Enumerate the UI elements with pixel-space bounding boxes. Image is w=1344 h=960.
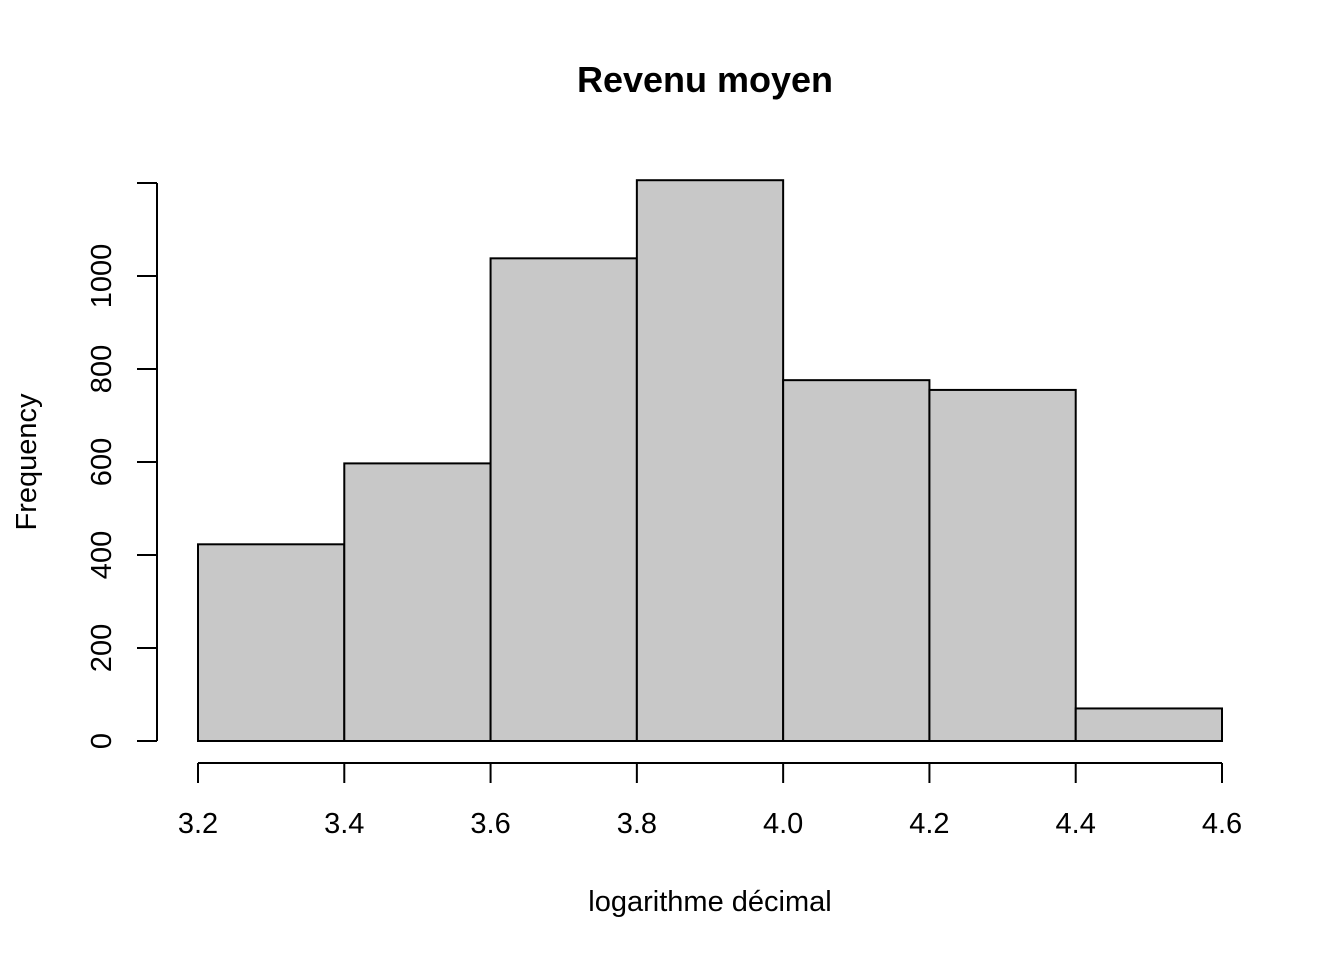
histogram-bar (635, 179, 785, 742)
x-tick-label: 3.4 (324, 808, 364, 840)
histogram-bar (782, 379, 931, 742)
chart-title: Revenu moyen (577, 59, 833, 100)
y-tick-label: 800 (86, 345, 118, 393)
x-tick-label: 4.2 (909, 808, 949, 840)
y-tick-label: 0 (86, 733, 118, 749)
histogram-bar (343, 462, 492, 742)
x-tick-label: 4.0 (763, 808, 803, 840)
histogram-bar (489, 257, 638, 742)
x-tick-label: 4.6 (1202, 808, 1242, 840)
y-axis-label: Frequency (11, 393, 43, 531)
x-axis: 3.2 3.4 3.6 3.8 4.0 4.2 4.4 4.6 (178, 762, 1242, 840)
y-tick-label: 600 (86, 438, 118, 486)
y-tick-label: 400 (86, 531, 118, 579)
bars-group (197, 179, 1223, 743)
x-tick-label: 3.8 (617, 808, 657, 840)
histogram-bar (928, 388, 1077, 742)
y-tick-label: 200 (86, 624, 118, 672)
x-axis-label: logarithme décimal (588, 886, 831, 918)
histogram-bar (1074, 707, 1223, 743)
y-axis: 0 200 400 600 800 1000 (86, 182, 158, 749)
y-tick-label: 1000 (86, 244, 118, 309)
x-tick-label: 3.2 (178, 808, 218, 840)
x-tick-label: 3.6 (470, 808, 510, 840)
x-tick-label: 4.4 (1056, 808, 1096, 840)
histogram-bar (197, 543, 346, 742)
